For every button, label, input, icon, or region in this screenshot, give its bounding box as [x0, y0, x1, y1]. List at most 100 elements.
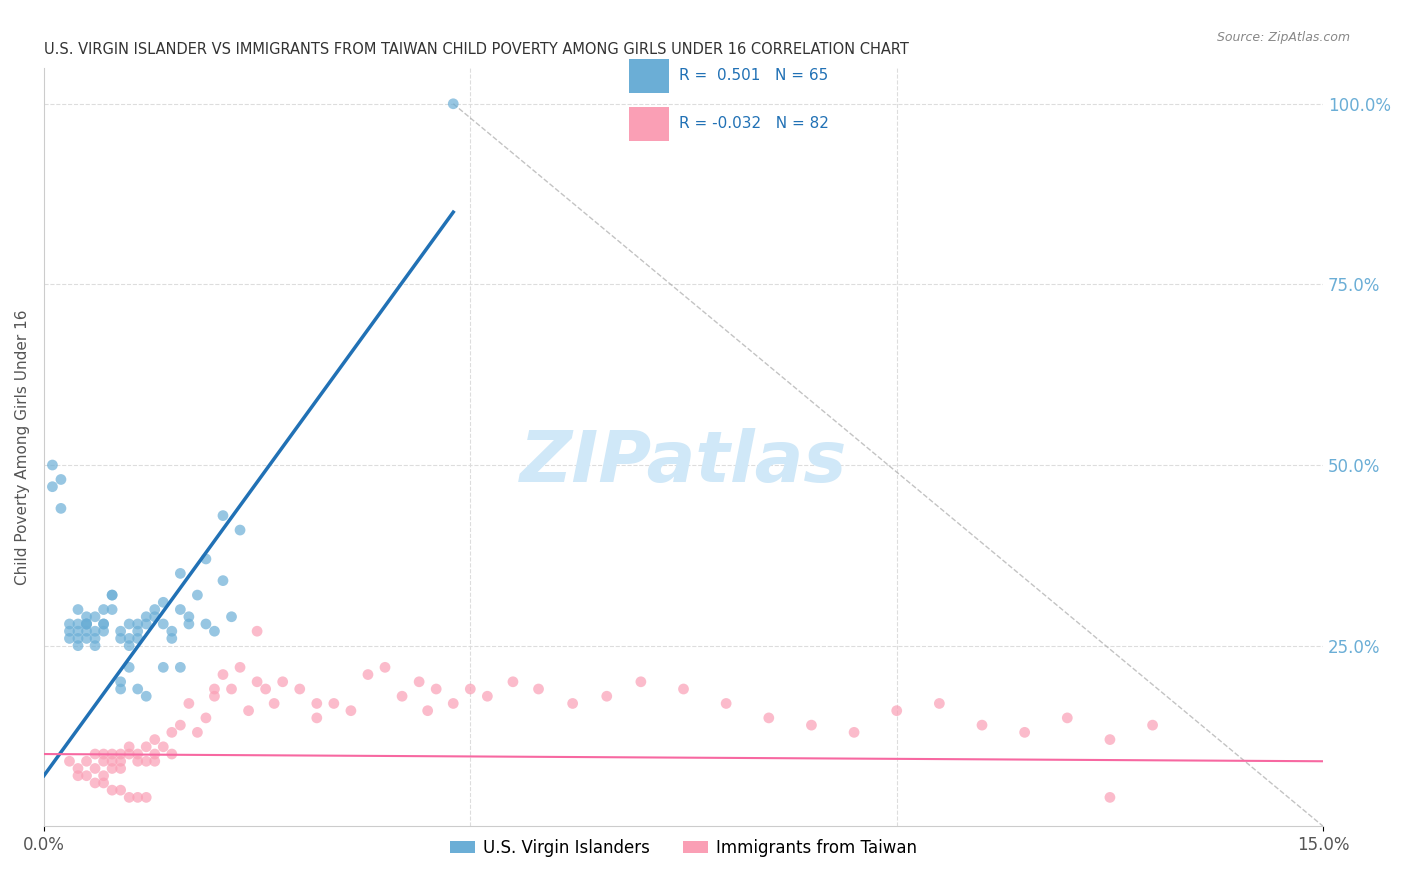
Point	[441, 96, 464, 111]
Point	[408, 674, 430, 689]
Point	[58, 624, 80, 639]
Point	[101, 588, 124, 602]
Point	[238, 704, 260, 718]
Point	[186, 588, 208, 602]
Point	[127, 632, 149, 646]
Point	[127, 747, 149, 761]
Point	[177, 617, 200, 632]
FancyBboxPatch shape	[628, 107, 669, 141]
Point	[58, 617, 80, 632]
Point	[118, 660, 141, 674]
Point	[143, 602, 166, 616]
Point	[127, 681, 149, 696]
Point	[143, 609, 166, 624]
Point	[93, 769, 115, 783]
Point	[970, 718, 993, 732]
Point	[76, 617, 98, 632]
Point	[477, 690, 499, 704]
Point	[143, 747, 166, 761]
Point	[322, 697, 344, 711]
Point	[305, 697, 328, 711]
Point	[118, 790, 141, 805]
Point	[357, 667, 380, 681]
Point	[93, 617, 115, 632]
Point	[152, 739, 174, 754]
Point	[1014, 725, 1036, 739]
Point	[118, 747, 141, 761]
Point	[101, 602, 124, 616]
Point	[66, 624, 89, 639]
Point	[143, 732, 166, 747]
Point	[502, 674, 524, 689]
Point	[416, 704, 439, 718]
Point	[110, 762, 132, 776]
Point	[93, 602, 115, 616]
Point	[441, 697, 464, 711]
Point	[800, 718, 823, 732]
Point	[305, 711, 328, 725]
Point	[1098, 790, 1121, 805]
Point	[76, 632, 98, 646]
Point	[160, 624, 183, 639]
Point	[66, 632, 89, 646]
Point	[254, 681, 277, 696]
Point	[672, 681, 695, 696]
Point	[204, 681, 226, 696]
Point	[135, 617, 157, 632]
Point	[84, 747, 107, 761]
Point	[928, 697, 950, 711]
Point	[152, 617, 174, 632]
Point	[229, 660, 252, 674]
Point	[76, 624, 98, 639]
Point	[212, 508, 235, 523]
Point	[135, 739, 157, 754]
Point	[93, 754, 115, 768]
Point	[127, 790, 149, 805]
Point	[212, 574, 235, 588]
Point	[49, 473, 72, 487]
Point	[143, 754, 166, 768]
Point	[177, 697, 200, 711]
Point	[58, 632, 80, 646]
Point	[135, 754, 157, 768]
Point	[160, 725, 183, 739]
Point	[630, 674, 652, 689]
Point	[66, 769, 89, 783]
Point	[212, 667, 235, 681]
Point	[118, 739, 141, 754]
Point	[66, 617, 89, 632]
Point	[66, 639, 89, 653]
Point	[127, 617, 149, 632]
Point	[66, 762, 89, 776]
Point	[246, 624, 269, 639]
Point	[194, 617, 217, 632]
Point	[204, 624, 226, 639]
Point	[84, 776, 107, 790]
Point	[127, 624, 149, 639]
Point	[169, 718, 191, 732]
Point	[186, 725, 208, 739]
Point	[194, 552, 217, 566]
Point	[425, 681, 447, 696]
Point	[194, 711, 217, 725]
Point	[127, 754, 149, 768]
Point	[101, 783, 124, 797]
Point	[714, 697, 737, 711]
Point	[135, 690, 157, 704]
Point	[101, 588, 124, 602]
Point	[110, 783, 132, 797]
Point	[110, 632, 132, 646]
Point	[229, 523, 252, 537]
Point	[758, 711, 780, 725]
Text: U.S. VIRGIN ISLANDER VS IMMIGRANTS FROM TAIWAN CHILD POVERTY AMONG GIRLS UNDER 1: U.S. VIRGIN ISLANDER VS IMMIGRANTS FROM …	[44, 42, 908, 57]
Point	[842, 725, 865, 739]
Point	[84, 624, 107, 639]
Point	[886, 704, 908, 718]
Point	[160, 632, 183, 646]
Point	[263, 697, 285, 711]
Legend: U.S. Virgin Islanders, Immigrants from Taiwan: U.S. Virgin Islanders, Immigrants from T…	[443, 832, 924, 863]
Point	[76, 617, 98, 632]
Point	[152, 660, 174, 674]
Point	[58, 754, 80, 768]
Point	[101, 762, 124, 776]
